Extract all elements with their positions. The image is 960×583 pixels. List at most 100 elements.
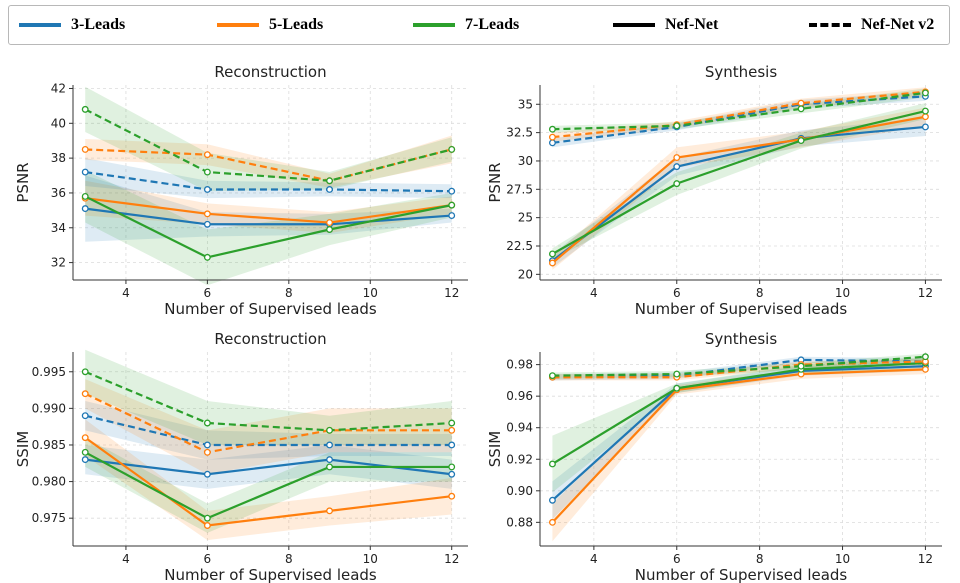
chart-panel-2: 4 6 8 10 12 20 22.5 25 27.5 30 32.5 35 Synthesis Numb…	[486, 63, 942, 318]
point-5-leads-nef-net	[448, 492, 456, 500]
point-3-leads-nef-net	[326, 456, 333, 464]
x-tick-label: 6	[204, 286, 212, 300]
line-7-leads-nef-net-v2	[84, 370, 452, 432]
chart-title: Synthesis	[705, 330, 778, 348]
point-5-leads-nef-net-v2	[81, 145, 89, 153]
point-7-leads-nef-net	[203, 514, 211, 522]
line-3-leads-nef-net-v2	[84, 414, 452, 447]
y-axis-label: PSNR	[486, 162, 504, 202]
line-7-leads-nef-net	[84, 451, 452, 520]
point-7-leads-nef-net	[448, 463, 456, 471]
point-3-leads-nef-net	[673, 163, 681, 171]
point-3-leads-nef-net-v2	[81, 168, 89, 176]
x-tick-label: 4	[122, 286, 130, 300]
x-tick-label: 8	[756, 286, 764, 300]
band-3-leads-nef-net	[552, 361, 926, 520]
point-5-leads-nef-net	[203, 522, 211, 529]
legend-item-nef-net-v2: Nef-Net v2	[809, 6, 934, 44]
band-7-leads-nef-net-v2	[85, 349, 452, 445]
point-3-leads-nef-net	[203, 470, 211, 478]
point-5-leads-nef-net-v2	[203, 151, 211, 159]
legend-swatch-nef-net	[613, 23, 655, 27]
point-7-leads-nef-net	[797, 137, 805, 145]
point-7-leads-nef-net	[448, 201, 456, 209]
y-tick-label: 0.995	[32, 365, 66, 379]
y-tick-label: 0.975	[32, 511, 66, 525]
y-axis-label: SSIM	[14, 431, 32, 467]
x-axis-label: Number of Supervised leads	[635, 566, 848, 583]
line-3-leads-nef-net	[85, 207, 452, 226]
point-7-leads-nef-net-v2	[448, 145, 456, 153]
point-7-leads-nef-net-v2	[81, 105, 89, 113]
point-7-leads-nef-net-v2	[548, 372, 556, 380]
y-axis-label: PSNR	[14, 162, 32, 202]
line-5-leads-nef-net	[85, 197, 452, 224]
line-5-leads-nef-net	[551, 368, 926, 524]
point-3-leads-nef-net	[548, 496, 556, 504]
band-7-leads-nef-net	[85, 437, 452, 533]
band-3-leads-nef-net-v2	[85, 158, 452, 199]
point-7-leads-nef-net-v2	[921, 89, 929, 97]
legend-item-nef-net: Nef-Net	[613, 6, 718, 44]
line-5-leads-nef-net-v2	[84, 392, 452, 454]
chart-panel-1: 4 6 8 10 12 32 34 36 38 40 42 Reconstruction Number …	[14, 63, 468, 318]
point-7-leads-nef-net	[921, 107, 929, 115]
legend: 3-Leads 5-Leads 7-Leads Nef-Net Nef-Net …	[8, 5, 950, 45]
y-tick-label: 30	[518, 154, 533, 168]
point-7-leads-nef-net-v2	[673, 370, 681, 378]
y-tick-label: 42	[51, 81, 66, 95]
band-7-leads-nef-net	[85, 170, 452, 286]
legend-item-5-leads: 5-Leads	[217, 6, 323, 44]
point-3-leads-nef-net	[81, 205, 89, 213]
point-7-leads-nef-net-v2	[448, 419, 456, 427]
y-tick-label: 27.5	[506, 182, 533, 196]
y-tick-label: 0.985	[32, 438, 66, 452]
y-tick-label: 40	[51, 116, 66, 130]
point-5-leads-nef-net	[326, 507, 333, 515]
point-5-leads-nef-net-v2	[203, 448, 211, 456]
x-tick-label: 4	[590, 286, 598, 300]
point-5-leads-nef-net-v2	[448, 426, 456, 434]
y-tick-label: 35	[518, 97, 533, 111]
point-7-leads-nef-net-v2	[203, 419, 211, 427]
band-7-leads-nef-net	[552, 103, 926, 260]
x-tick-label: 12	[444, 552, 459, 566]
point-7-leads-nef-net	[326, 226, 333, 233]
y-tick-label: 0.90	[506, 484, 533, 498]
band-5-leads-nef-net	[552, 364, 926, 542]
point-5-leads-nef-net-v2	[797, 99, 805, 107]
x-tick-label: 10	[835, 286, 850, 300]
x-tick-label: 6	[204, 552, 212, 566]
point-3-leads-nef-net	[921, 123, 929, 131]
y-tick-label: 22.5	[506, 239, 533, 253]
point-3-leads-nef-net-v2	[326, 441, 333, 449]
point-3-leads-nef-net	[203, 220, 211, 228]
point-7-leads-nef-net	[326, 463, 333, 471]
x-axis-label: Number of Supervised leads	[164, 300, 377, 318]
chart-title: Synthesis	[705, 63, 778, 81]
x-tick-label: 10	[363, 286, 378, 300]
x-tick-label: 12	[918, 286, 933, 300]
line-7-leads-nef-net-v2	[552, 355, 926, 377]
legend-swatch-7-leads	[413, 23, 455, 27]
legend-swatch-3-leads	[19, 23, 61, 27]
point-7-leads-nef-net	[548, 460, 556, 468]
y-tick-label: 32.5	[506, 126, 533, 140]
point-3-leads-nef-net-v2	[326, 186, 333, 193]
band-5-leads-nef-net	[85, 419, 452, 541]
x-tick-label: 8	[756, 552, 764, 566]
band-5-leads-nef-net-v2	[85, 135, 452, 188]
line-5-leads-nef-net-v2	[552, 360, 926, 379]
legend-label-7-leads: 7-Leads	[465, 16, 520, 33]
chart-panel-3: 4 6 8 10 12 0.975 0.980 0.985 0.990 0.995 Reconstr…	[14, 330, 468, 583]
line-5-leads-nef-net-v2	[552, 90, 926, 139]
x-tick-label: 4	[590, 552, 598, 566]
line-3-leads-nef-net	[551, 125, 926, 262]
y-axis-label: SSIM	[486, 431, 504, 467]
point-3-leads-nef-net-v2	[548, 139, 556, 147]
point-5-leads-nef-net	[548, 518, 556, 526]
point-5-leads-nef-net-v2	[81, 390, 89, 398]
legend-swatch-nef-net-v2	[809, 23, 851, 27]
band-7-leads-nef-net-v2	[552, 353, 926, 379]
